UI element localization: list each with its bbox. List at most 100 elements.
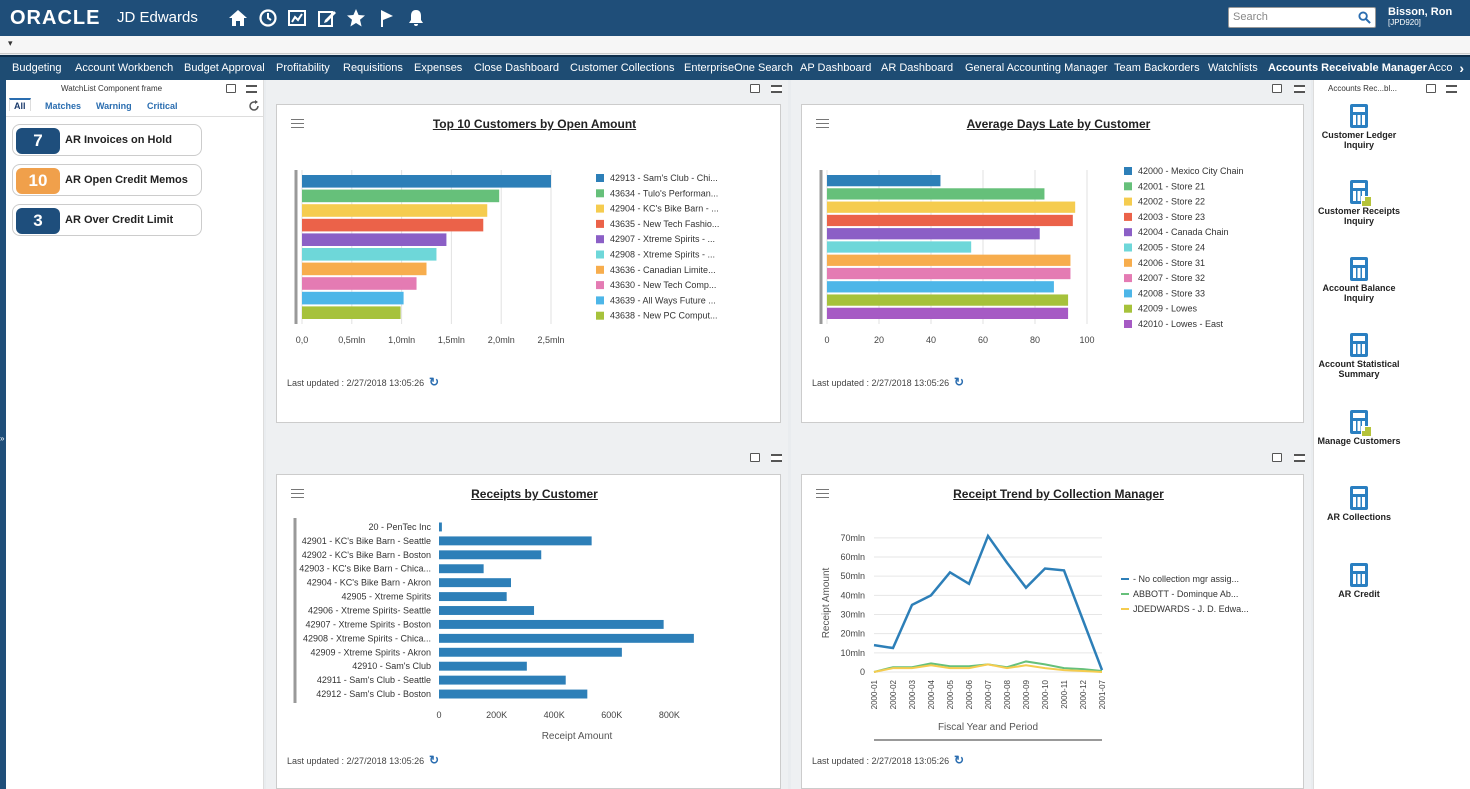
app-customer-receipts-inquiry[interactable]: Customer Receipts Inquiry [1314,180,1404,226]
menu-icon[interactable] [1294,454,1305,462]
last-updated: Last updated : 2/27/2018 13:05:26 [812,378,950,388]
bar [302,291,404,305]
x-tick-label: 2000-07 [984,679,993,709]
refresh-icon[interactable] [248,100,260,112]
chart-menu-icon[interactable] [291,119,304,128]
watchlist-item-open-credit-memos[interactable]: 10 AR Open Credit Memos [12,164,202,196]
search-icon[interactable] [1358,11,1371,24]
legend-label: 42004 - Canada Chain [1138,227,1229,237]
calculator-icon [1350,486,1368,510]
calculator-edit-icon [1350,410,1372,437]
tab-ar-dashboard[interactable]: AR Dashboard [881,62,954,74]
menu-icon[interactable] [1294,85,1305,93]
legend-swatch [1124,258,1132,267]
watchlist-item-invoices-on-hold[interactable]: 7 AR Invoices on Hold [12,124,202,156]
receipt-trend-chart: 0 10mln 20mln 30mln 40mln 50mln 60mln 70mln 2000… [821,533,1249,741]
edit-icon[interactable] [317,8,337,28]
legend-swatch [1124,167,1132,175]
tab-team-backorders[interactable]: Team Backorders [1114,62,1200,74]
x-tick-label: 40 [926,335,936,345]
menu-icon[interactable] [771,85,782,93]
refresh-icon[interactable]: ↻ [954,375,965,389]
tab-general-accounting-manager[interactable]: General Accounting Manager [965,62,1108,74]
tab-budgeting[interactable]: Budgeting [12,62,62,74]
tab-customer-collections[interactable]: Customer Collections [570,62,675,74]
reports-icon[interactable] [287,8,307,28]
category-label: 42909 - Xtreme Spirits - Akron [310,647,431,657]
notifications-icon[interactable] [406,8,426,28]
tab-ap-dashboard[interactable]: AP Dashboard [800,62,872,74]
dropdown-caret[interactable]: ▾ [8,38,13,48]
recent-icon[interactable] [258,8,278,28]
refresh-icon[interactable]: ↻ [429,375,440,389]
app-customer-ledger-inquiry[interactable]: Customer Ledger Inquiry [1314,104,1404,150]
chevron-right-icon[interactable]: › [1459,60,1464,76]
maximize-icon[interactable] [226,84,236,93]
legend-label: 42009 - Lowes [1138,304,1198,314]
chart-menu-icon[interactable] [816,119,829,128]
search-input[interactable]: Search [1228,7,1376,28]
related-apps-panel: Accounts Rec...bl... Customer Ledger Inq… [1313,80,1470,789]
menu-icon[interactable] [246,85,257,93]
bar [302,218,484,232]
tab-acco[interactable]: Acco [1428,62,1453,74]
category-label: 42905 - Xtreme Spirits [341,592,431,602]
maximize-icon[interactable] [1272,453,1282,462]
watchlist-tab-warning[interactable]: Warning [96,101,132,111]
x-tick-label: 20 [874,335,884,345]
user-environment: [JPD920] [1388,18,1421,27]
bar [439,536,592,546]
bar [302,248,437,261]
watchlist-tab-all[interactable]: All [9,98,31,111]
menu-icon[interactable] [771,454,782,462]
watchlist-tab-matches[interactable]: Matches [45,101,82,111]
chart-menu-icon[interactable] [291,489,304,498]
refresh-icon[interactable]: ↻ [429,753,440,767]
watchlist-tab-critical[interactable]: Critical [147,101,178,111]
chart-menu-icon[interactable] [816,489,829,498]
app-ar-credit[interactable]: AR Credit [1314,563,1404,599]
top-customers-chart: 0,0 0,5mln 1,0mln 1,5mln 2,0mln 2,5mln 42913 -… [294,170,719,345]
expand-icon[interactable]: » [0,434,5,443]
maximize-icon[interactable] [1426,84,1436,93]
tab-expenses[interactable]: Expenses [414,62,463,74]
x-tick-label: 2,0mln [488,335,515,345]
home-icon[interactable] [228,8,248,28]
tab-requisitions[interactable]: Requisitions [343,62,403,74]
left-collapse-bar[interactable]: » [0,80,6,789]
maximize-icon[interactable] [750,84,760,93]
app-account-balance-inquiry[interactable]: Account Balance Inquiry [1314,257,1404,303]
favorites-icon[interactable] [346,8,366,28]
watchlist-item-over-credit-limit[interactable]: 3 AR Over Credit Limit [12,204,202,236]
menu-icon[interactable] [1446,85,1457,93]
category-label: 42911 - Sam's Club - Seattle [317,675,431,685]
user-name[interactable]: Bisson, Ron [1388,6,1453,18]
category-label: 20 - PenTec Inc [368,522,431,532]
app-label: Customer Receipts Inquiry [1317,206,1401,226]
category-label: 42902 - KC's Bike Barn - Boston [302,550,431,560]
tab-account-workbench[interactable]: Account Workbench [75,62,174,74]
app-manage-customers[interactable]: Manage Customers [1314,410,1404,446]
app-ar-collections[interactable]: AR Collections [1314,486,1404,522]
series-line [873,533,1104,671]
tab-watchlists[interactable]: Watchlists [1208,62,1258,74]
tab-accounts-receivable-manager[interactable]: Accounts Receivable Manager [1268,62,1427,74]
top-bar: ORACLE JD Edwards Search Bisson, Ron [JP… [0,0,1470,36]
chart-card-days-late: Average Days Late by Customer 0 20 40 60 80 1… [801,104,1304,423]
tab-close-dashboard[interactable]: Close Dashboard [474,62,559,74]
maximize-icon[interactable] [750,453,760,462]
x-tick-label: 2000-11 [1060,679,1069,708]
flag-icon[interactable] [377,8,397,28]
app-account-statistical-summary[interactable]: Account Statistical Summary [1314,333,1404,379]
bar [302,262,427,276]
bar [439,619,664,629]
legend-label: 43630 - New Tech Comp... [610,280,716,290]
bar [827,214,1073,227]
tab-budget-approval[interactable]: Budget Approval [184,62,265,74]
bar [302,277,417,290]
tab-enterpriseone-search[interactable]: EnterpriseOne Search [684,62,793,74]
tab-profitability[interactable]: Profitability [276,62,330,74]
maximize-icon[interactable] [1272,84,1282,93]
bar [827,294,1069,306]
refresh-icon[interactable]: ↻ [954,753,965,767]
